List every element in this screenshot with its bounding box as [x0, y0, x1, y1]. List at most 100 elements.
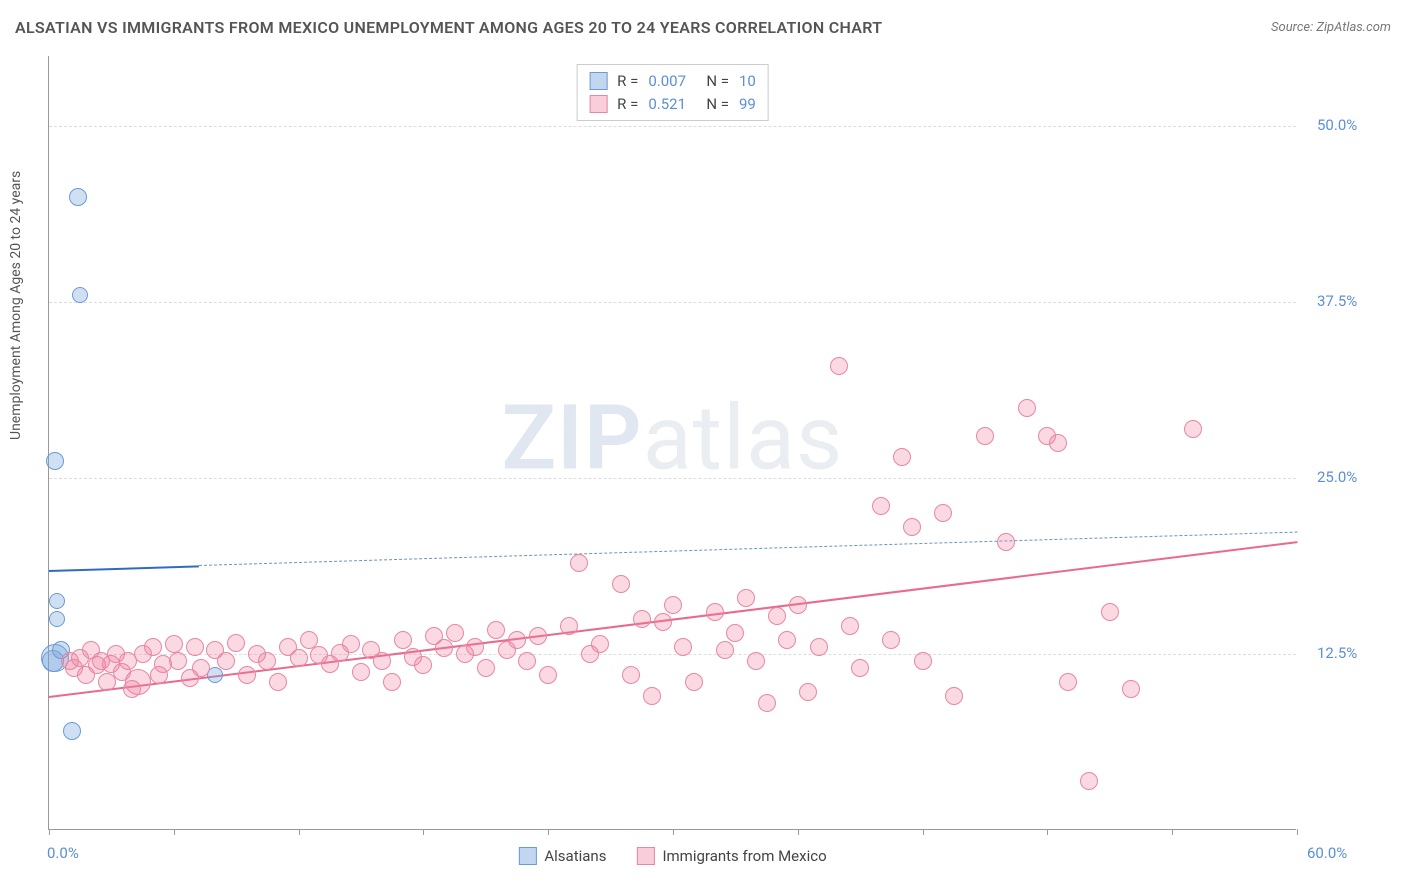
- data-point: [373, 652, 391, 670]
- data-point: [477, 659, 495, 677]
- data-point: [394, 631, 412, 649]
- chart-title: ALSATIAN VS IMMIGRANTS FROM MEXICO UNEMP…: [15, 18, 882, 37]
- x-tick: [1297, 829, 1298, 835]
- legend-r-value: 0.007: [648, 70, 696, 93]
- legend-n-value: 99: [739, 93, 756, 116]
- data-point: [643, 687, 661, 705]
- legend-swatch: [518, 847, 536, 865]
- data-point: [169, 652, 187, 670]
- data-point: [747, 652, 765, 670]
- x-tick: [548, 829, 549, 835]
- data-point: [144, 638, 162, 656]
- data-point: [69, 188, 87, 206]
- data-point: [591, 635, 609, 653]
- legend-row: R = 0.521 N = 99: [589, 93, 756, 116]
- legend-label: Alsatians: [544, 847, 606, 865]
- legend-n-label: N =: [706, 93, 729, 116]
- data-point: [227, 634, 245, 652]
- data-point: [945, 687, 963, 705]
- data-point: [633, 610, 651, 628]
- data-point: [466, 638, 484, 656]
- data-point: [1101, 603, 1119, 621]
- data-point: [125, 669, 151, 695]
- data-point: [664, 596, 682, 614]
- data-point: [851, 659, 869, 677]
- data-point: [258, 652, 276, 670]
- legend-swatch: [589, 72, 607, 90]
- x-tick: [1047, 829, 1048, 835]
- x-tick: [798, 829, 799, 835]
- data-point: [799, 683, 817, 701]
- data-point: [893, 448, 911, 466]
- y-axis-label: Unemployment Among Ages 20 to 24 years: [8, 171, 24, 440]
- gridline: [49, 478, 1296, 479]
- data-point: [192, 659, 210, 677]
- data-point: [1059, 673, 1077, 691]
- data-point: [758, 694, 776, 712]
- data-point: [435, 639, 453, 657]
- legend-r-value: 0.521: [648, 93, 696, 116]
- data-point: [654, 613, 672, 631]
- legend-r-label: R =: [617, 70, 638, 93]
- data-point: [46, 452, 64, 470]
- data-point: [716, 641, 734, 659]
- data-point: [903, 518, 921, 536]
- gridline: [49, 654, 1296, 655]
- y-tick-label: 12.5%: [1317, 644, 1357, 662]
- legend-correlation-box: R = 0.007 N = 10 R = 0.521 N = 99: [576, 64, 769, 121]
- data-point: [976, 427, 994, 445]
- data-point: [810, 638, 828, 656]
- watermark: ZIPatlas: [502, 385, 844, 490]
- legend-series: Alsatians Immigrants from Mexico: [518, 847, 826, 865]
- data-point: [487, 621, 505, 639]
- data-point: [165, 635, 183, 653]
- data-point: [768, 607, 786, 625]
- data-point: [352, 663, 370, 681]
- data-point: [1184, 420, 1202, 438]
- legend-r-label: R =: [617, 93, 638, 116]
- legend-label: Immigrants from Mexico: [662, 847, 826, 865]
- gridline: [49, 126, 1296, 127]
- legend-n-label: N =: [706, 70, 729, 93]
- data-point: [1049, 434, 1067, 452]
- legend-n-value: 10: [739, 70, 756, 93]
- y-tick-label: 50.0%: [1317, 116, 1357, 134]
- data-point: [934, 504, 952, 522]
- x-tick-label-min: 0.0%: [47, 844, 79, 862]
- x-tick: [1172, 829, 1173, 835]
- data-point: [1018, 399, 1036, 417]
- data-point: [269, 673, 287, 691]
- x-tick: [423, 829, 424, 835]
- data-point: [414, 656, 432, 674]
- data-point: [997, 533, 1015, 551]
- legend-swatch: [636, 847, 654, 865]
- data-point: [238, 666, 256, 684]
- legend-row: R = 0.007 N = 10: [589, 70, 756, 93]
- data-point: [1122, 680, 1140, 698]
- data-point: [539, 666, 557, 684]
- data-point: [706, 603, 724, 621]
- data-point: [737, 589, 755, 607]
- scatter-plot-area: ZIPatlas R =0.007N =10R =0.521N =99 Alsa…: [48, 56, 1296, 830]
- data-point: [622, 666, 640, 684]
- data-point: [612, 575, 630, 593]
- data-point: [508, 631, 526, 649]
- data-point: [914, 652, 932, 670]
- data-point: [63, 722, 81, 740]
- x-tick-label-max: 60.0%: [1307, 844, 1347, 862]
- y-tick-label: 37.5%: [1317, 292, 1357, 310]
- data-point: [446, 624, 464, 642]
- data-point: [872, 497, 890, 515]
- data-point: [207, 667, 223, 683]
- data-point: [830, 357, 848, 375]
- gridline: [49, 302, 1296, 303]
- data-point: [570, 554, 588, 572]
- data-point: [290, 649, 308, 667]
- data-point: [674, 638, 692, 656]
- data-point: [49, 593, 65, 609]
- data-point: [72, 287, 88, 303]
- data-point: [529, 627, 547, 645]
- data-point: [217, 652, 235, 670]
- source-attribution: Source: ZipAtlas.com: [1271, 20, 1391, 35]
- x-tick: [174, 829, 175, 835]
